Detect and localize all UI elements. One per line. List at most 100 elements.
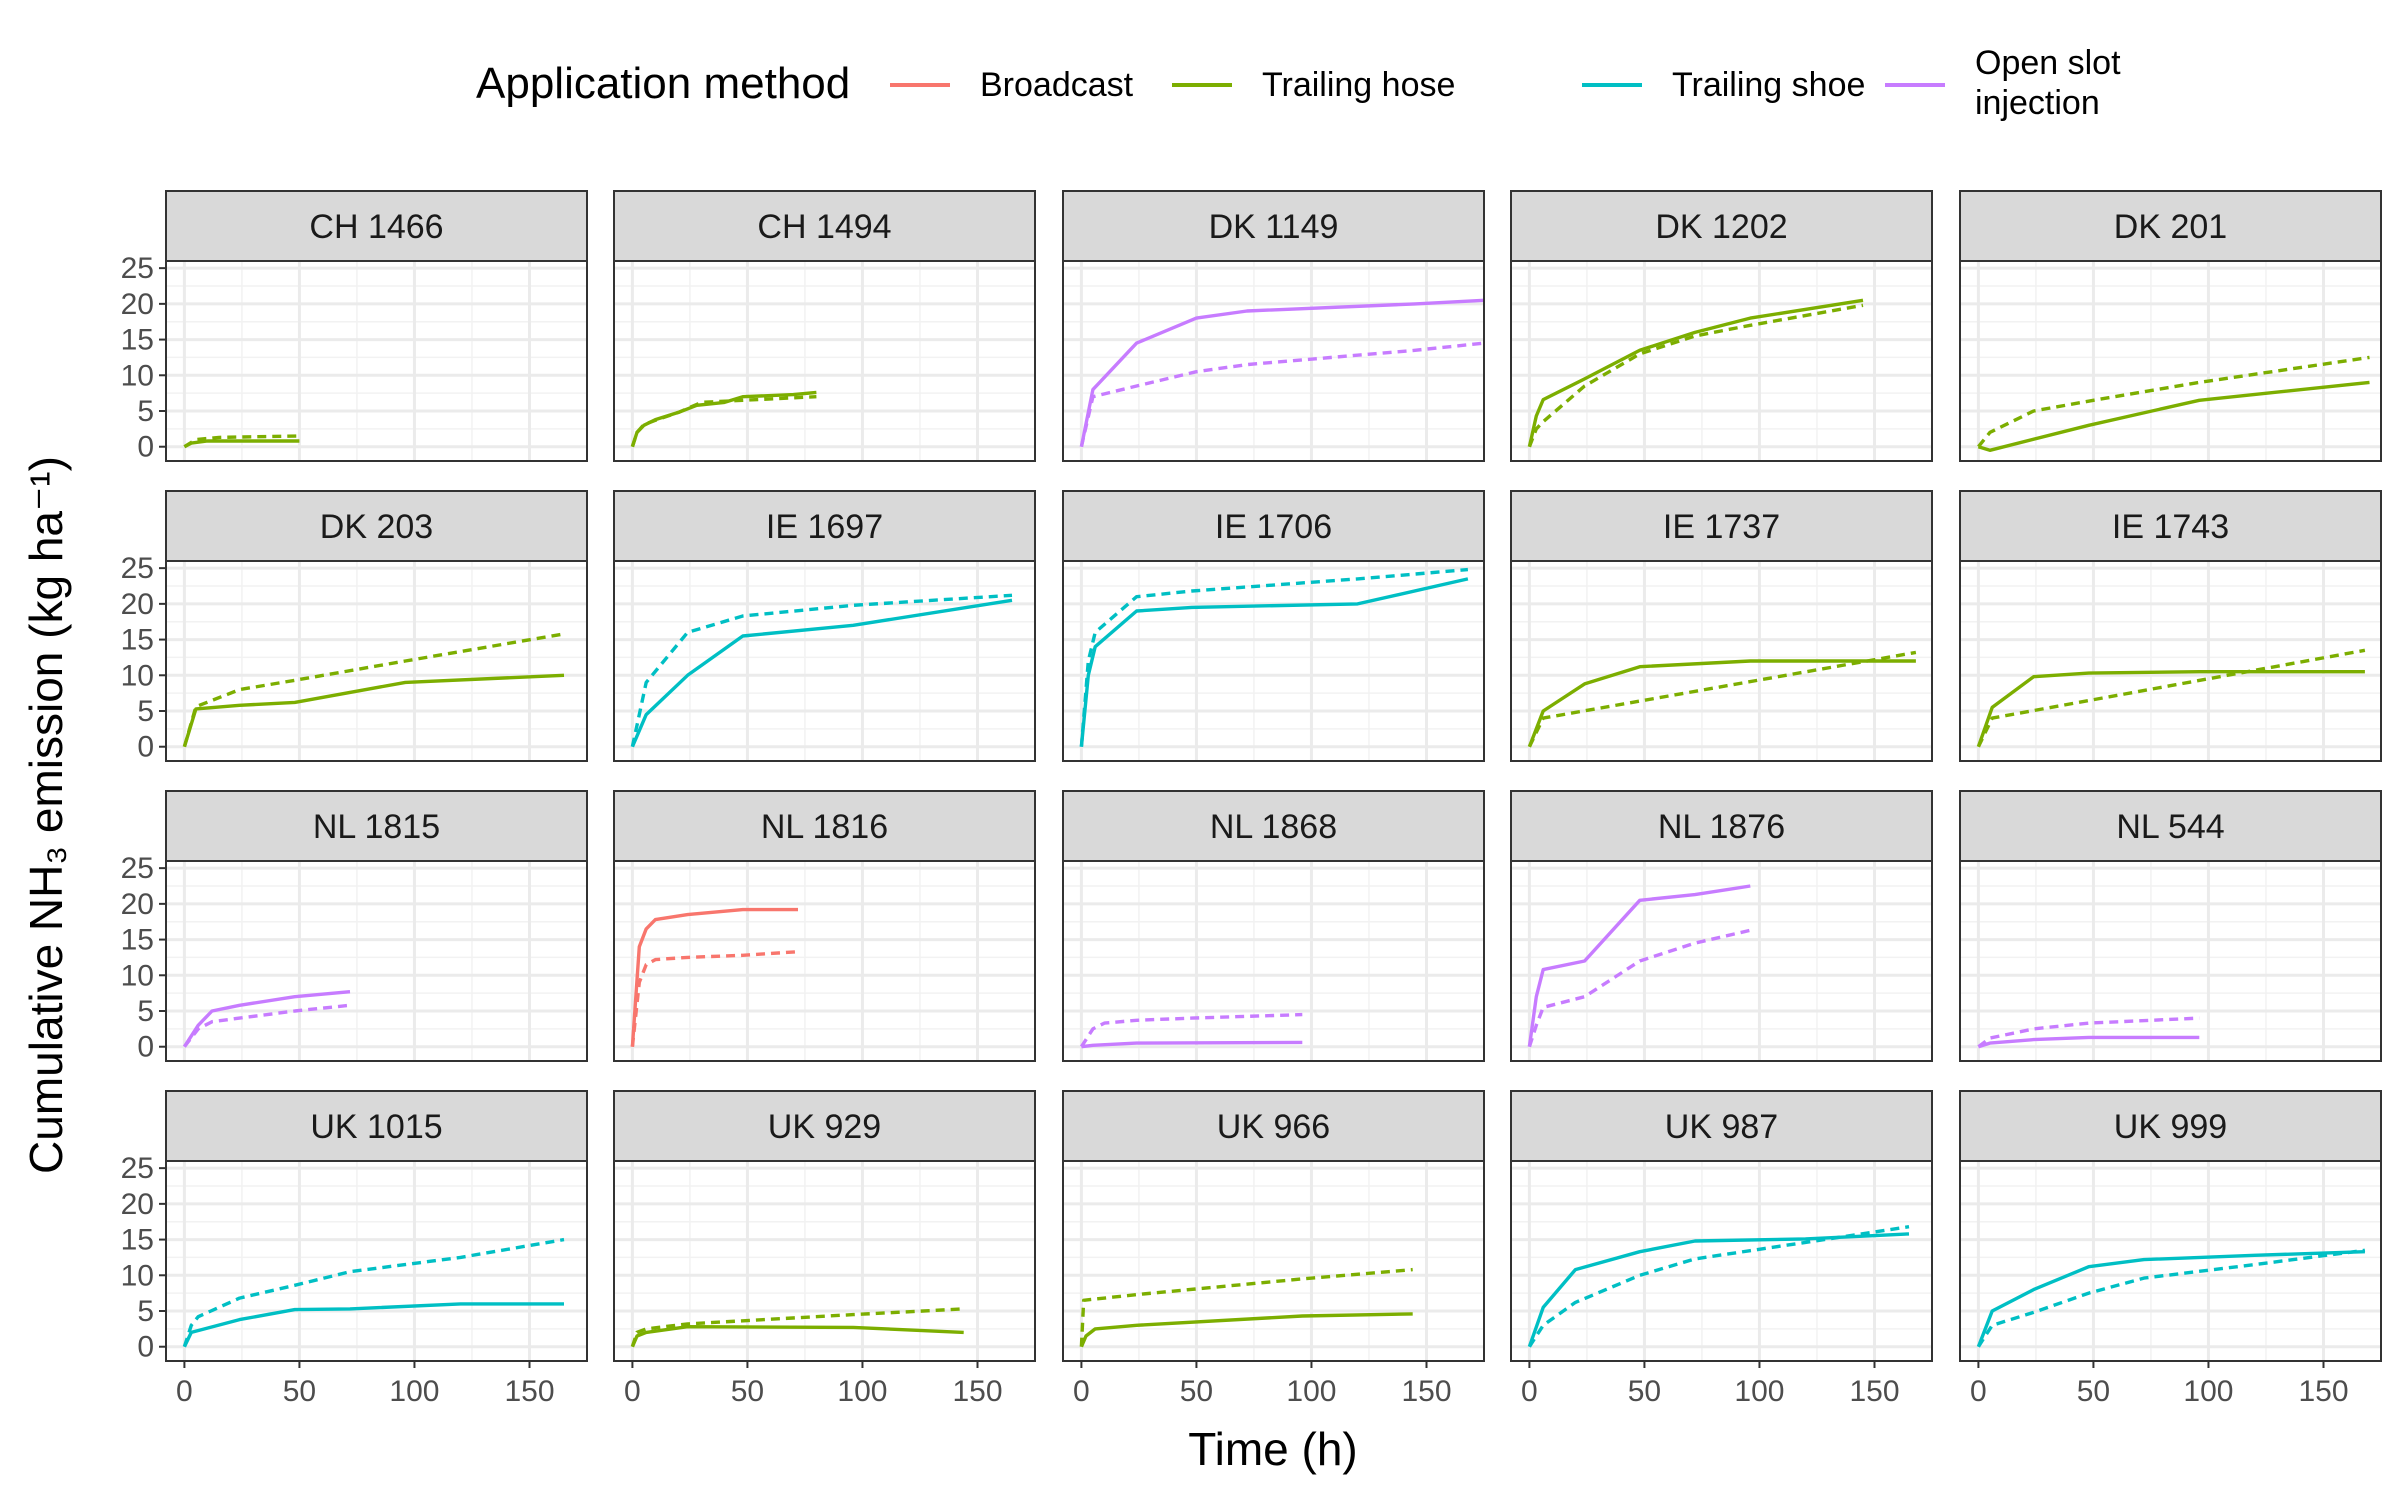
y-tick-label: 5 [137,1295,154,1328]
x-tick-label: 150 [1401,1375,1451,1408]
panel-border [613,860,1036,1062]
y-tick-label: 15 [121,924,154,957]
panel-nl-1816: NL 1816 [613,790,1036,1062]
x-tick-label: 150 [952,1375,1002,1408]
panel-strip [1959,490,2382,562]
series-line-dashed [1527,303,1864,448]
x-tick-label: 100 [389,1375,439,1408]
panel-grid-lines [1063,561,1484,761]
y-tick-label: 10 [121,659,154,692]
panel-uk-966: UK 966 0 50 100 150 [1062,1090,1485,1408]
series-line-dashed [1977,355,2370,448]
y-tick-label: 25 [121,252,154,285]
panel-strip [613,1090,1036,1162]
series-line-solid [182,1302,564,1348]
panel-title: UK 1015 [310,1108,442,1146]
series-line-solid [630,1325,964,1348]
y-tick-label: 20 [121,288,154,321]
y-tick-label: 20 [121,888,154,921]
panel-border [165,560,588,762]
panel-border [1062,260,1485,462]
x-tick-label: 150 [504,1375,554,1408]
panel-strip [1510,490,1933,562]
panel-grid-lines [1960,1161,2381,1361]
panel-border [1959,260,2382,462]
series-line-dashed [1079,1012,1303,1048]
panel-title: UK 966 [1217,1108,1330,1146]
x-tick-label: 0 [176,1375,193,1408]
panel-title: DK 1149 [1209,208,1339,246]
y-tick-label: 10 [121,959,154,992]
panel-grid-lines [1960,861,2381,1061]
panel-title: UK 999 [2114,1108,2227,1146]
panel-grid-lines [1511,861,1932,1061]
series-line-dashed [182,1237,565,1348]
panel-title: DK 203 [320,508,433,546]
y-tick-label: 25 [121,552,154,585]
panel-grid-lines [166,261,587,461]
panel-border [1959,1160,2382,1362]
legend-item-open-slot-injection: Open slot injection [1885,44,2121,122]
x-tick-label: 0 [624,1375,641,1408]
legend-label-trailing-shoe: Trailing shoe [1672,66,1865,104]
panel-border [165,260,588,462]
panel-grid-lines [1960,261,2381,461]
series-line-solid [1079,298,1485,448]
series-line-solid [182,990,351,1048]
x-tick-label: 0 [1073,1375,1090,1408]
x-tick-label: 50 [1180,1375,1213,1408]
series-line-dashed [1079,341,1485,448]
y-tick-label: 5 [137,695,154,728]
series-line-solid [1976,670,2365,748]
panel-title: UK 929 [768,1108,881,1146]
panel-grid-lines [166,861,587,1061]
panel-border [165,860,588,1062]
series-line-dashed [183,1003,351,1048]
y-tick-label: 10 [121,1259,154,1292]
x-axis-title: Time (h) [1188,1423,1358,1475]
x-tick-label: 50 [731,1375,764,1408]
panel-ie-1697: IE 1697 [613,490,1036,762]
panel-grid-lines [166,1161,587,1361]
panel-strip [165,790,588,862]
panel-strip [1062,790,1485,862]
panel-grid-lines [1511,1161,1932,1361]
x-tick-label: 100 [2183,1375,2233,1408]
x-tick-label: 50 [1628,1375,1661,1408]
panel-nl-544: NL 544 [1959,790,2382,1062]
series-line-solid [630,598,1013,748]
series-line-solid [1976,1250,2365,1348]
series-line-dashed [1977,1016,2200,1049]
y-tick-label: 25 [121,852,154,885]
panel-title: IE 1706 [1215,508,1332,546]
panel-title: NL 544 [2116,808,2224,846]
series-line-dashed [182,632,565,748]
panel-title: NL 1868 [1210,808,1337,846]
series-line-dashed [1527,1225,1910,1348]
panel-strip [1062,490,1485,562]
panel-border [1062,1160,1485,1362]
y-tick-label: 10 [121,359,154,392]
panel-ch-1494: CH 1494 [613,190,1036,462]
series-line-dashed [1527,650,1917,748]
panel-strip [1510,1090,1933,1162]
panel-uk-987: UK 987 0 50 100 150 [1510,1090,1933,1408]
panel-title: UK 987 [1665,1108,1778,1146]
panel-grid-lines [614,1161,1035,1361]
y-tick-label: 0 [137,431,154,464]
panel-border [1510,560,1933,762]
series-line-solid [1081,1040,1303,1049]
panel-strip [1062,190,1485,262]
panel-title: IE 1737 [1663,508,1780,546]
x-tick-label: 50 [283,1375,316,1408]
y-tick-label: 15 [121,624,154,657]
series-line-solid [1527,1232,1910,1348]
legend-item-broadcast: Broadcast [890,66,1134,104]
series-line-solid [630,907,798,1047]
y-tick-label: 5 [137,995,154,1028]
panel-dk-1149: DK 1149 [1062,190,1485,462]
panel-title: NL 1815 [313,808,440,846]
